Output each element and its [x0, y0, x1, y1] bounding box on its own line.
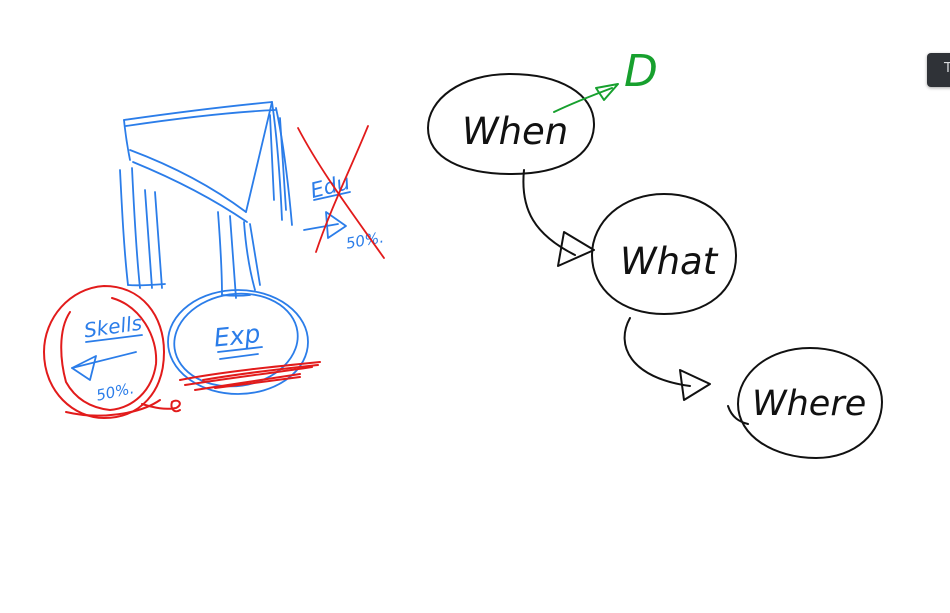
blue-table-sketch: [119, 101, 293, 299]
flow-node-where-label: Where: [752, 384, 866, 424]
skills-percent: 50%.: [95, 379, 136, 405]
green-branch-label: D: [624, 46, 658, 97]
edu-underline-arrow: [303, 191, 351, 239]
edu-cross-out: [297, 125, 385, 259]
skills-blue-underline: [71, 334, 143, 381]
flow-node-when: [427, 73, 595, 175]
edu-label: Edu: [308, 170, 353, 203]
exp-circle: [167, 289, 309, 395]
arrow-when-to-what: [522, 169, 595, 267]
exp-label: Exp: [212, 319, 261, 353]
flow-node-what: [591, 193, 737, 315]
arrow-what-to-where: [623, 317, 711, 401]
flow-node-what-label: What: [620, 240, 719, 283]
side-tab-icon: T: [944, 61, 950, 76]
side-panel-tab[interactable]: T: [927, 53, 950, 87]
exp-red-scribble: [179, 361, 321, 391]
skills-circle: [43, 285, 181, 419]
flow-node-where: [727, 347, 883, 459]
green-branch-arrow: [553, 83, 619, 113]
flow-node-when-label: When: [462, 110, 568, 153]
